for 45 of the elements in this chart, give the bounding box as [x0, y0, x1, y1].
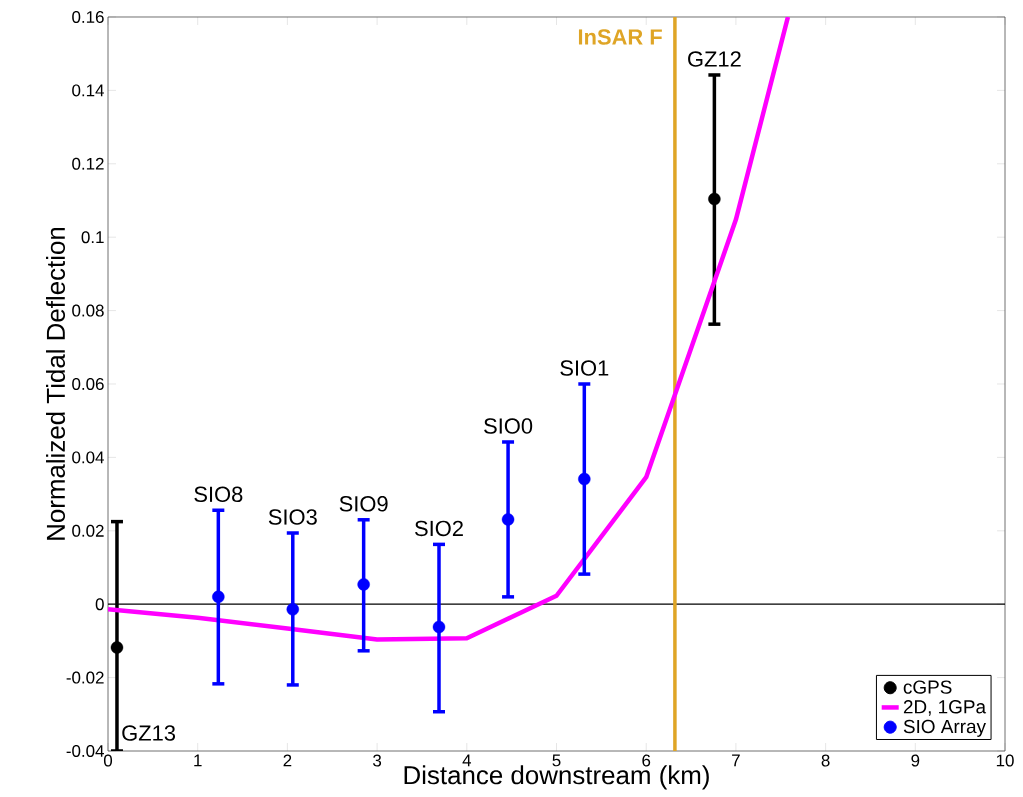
legend-label: SIO Array — [903, 719, 986, 737]
point — [432, 620, 446, 634]
point — [286, 603, 299, 616]
y-tick-label: 0.14 — [72, 84, 104, 97]
y-tick-label: 0.1 — [81, 231, 104, 244]
x-tick-label: 2 — [283, 754, 292, 767]
legend-label: cGPS — [903, 680, 952, 694]
y-tick-label: 0.08 — [72, 304, 104, 317]
y-tick-label: 0.16 — [72, 10, 104, 23]
point — [212, 590, 225, 604]
x-tick-label: 4 — [462, 754, 472, 767]
y-tick-label: -0.04 — [66, 745, 104, 757]
y-tick-label: 0.06 — [72, 378, 104, 390]
ref-line-label: InSAR F — [578, 29, 662, 45]
y-tick-label: 0.04 — [72, 451, 104, 464]
x-tick-label: 0 — [103, 754, 113, 767]
y-axis-title: Normalized Tidal Deflection — [46, 227, 66, 540]
x-axis-title: Distance downstream (km) — [404, 765, 709, 790]
x-tick-label: 6 — [642, 754, 651, 767]
annotation: SIO0 — [484, 418, 533, 434]
x-tick-label: 8 — [821, 754, 830, 767]
annotation: SIO8 — [194, 486, 243, 503]
point — [708, 192, 721, 206]
y-tick-label: 0 — [95, 598, 104, 611]
annotation: SIO1 — [560, 360, 609, 376]
y-tick-label: -0.02 — [66, 671, 104, 684]
annotation: SIO3 — [268, 509, 317, 525]
x-tick-label: 5 — [552, 754, 561, 767]
y-tick-label: 0.02 — [72, 524, 104, 537]
annotation: GZ12 — [688, 51, 741, 67]
annotation: GZ13 — [122, 725, 176, 741]
x-tick-label: 3 — [373, 754, 382, 767]
x-tick-label: 1 — [194, 754, 202, 767]
point — [357, 578, 370, 591]
line-series — [108, 16, 791, 642]
y-tick-label: 0.12 — [72, 157, 104, 170]
legend-label: 2D, 1GPa — [903, 700, 987, 716]
x-tick-label: 10 — [996, 754, 1014, 767]
annotation: SIO9 — [339, 496, 388, 512]
annotation: SIO2 — [415, 520, 463, 537]
point — [578, 472, 591, 486]
x-tick-label: 7 — [732, 754, 740, 767]
point — [501, 513, 515, 526]
point — [110, 641, 124, 654]
x-tick-label: 9 — [911, 754, 920, 767]
